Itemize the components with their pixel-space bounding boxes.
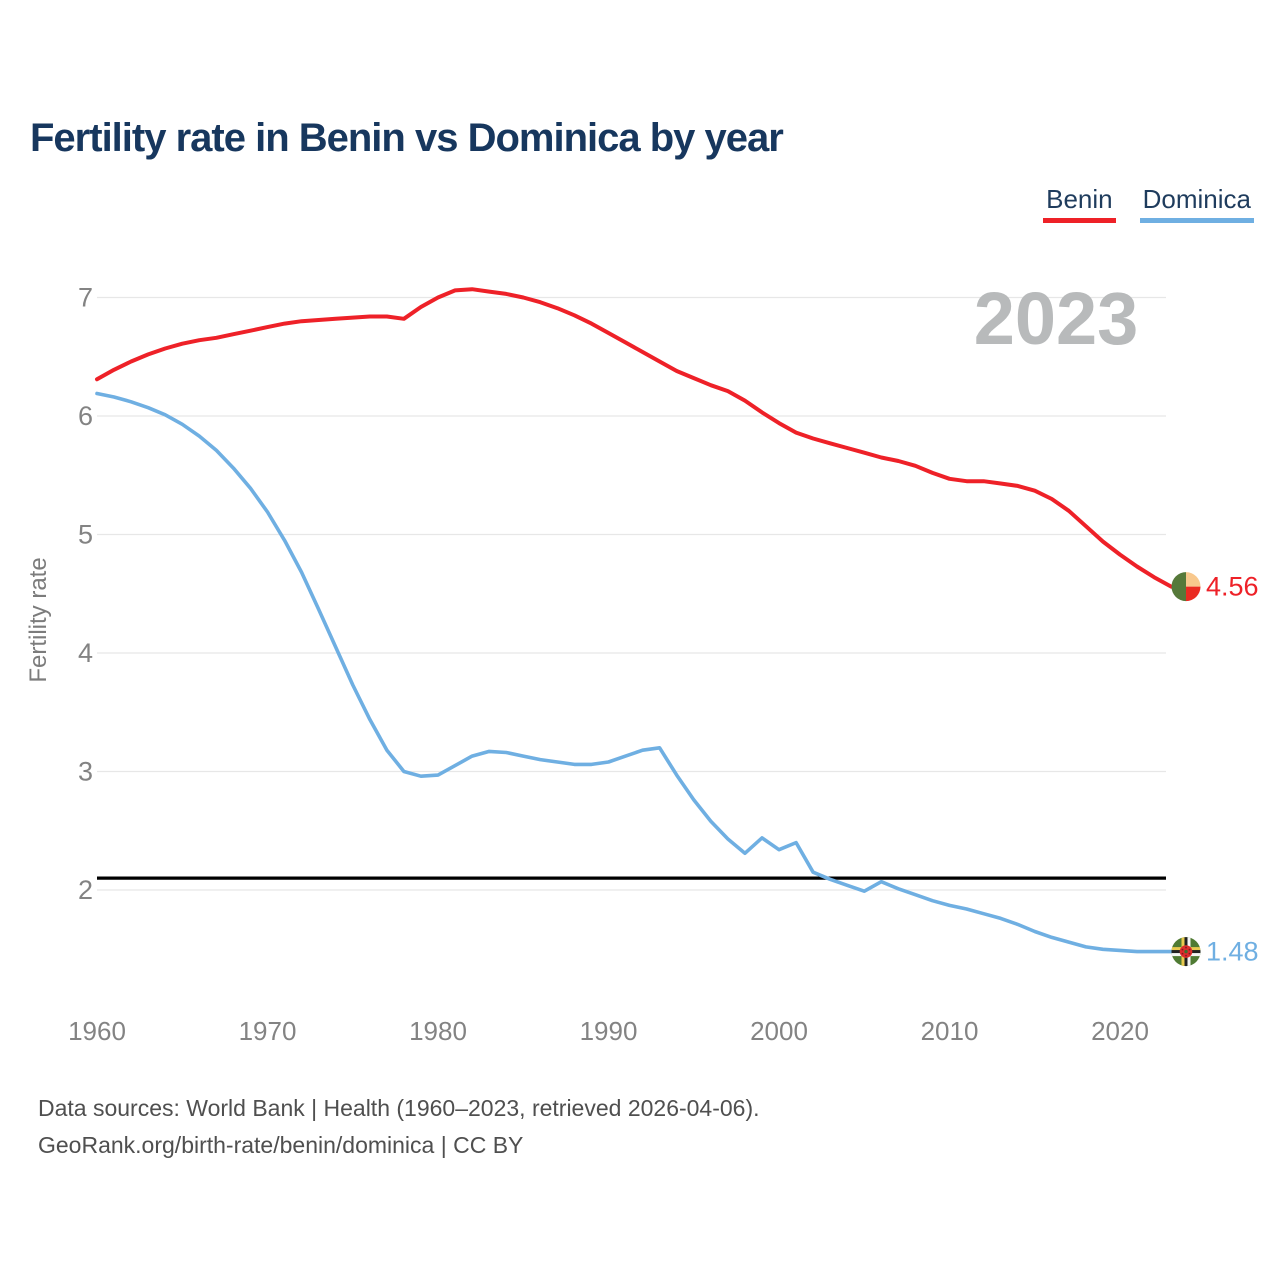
legend-label-benin: Benin (1046, 184, 1113, 214)
x-tick-label: 1990 (580, 1016, 638, 1046)
dominica-end-value-label: 1.48 (1206, 937, 1259, 967)
watermark-year: 2023 (974, 277, 1139, 360)
source-line-1: Data sources: World Bank | Health (1960–… (38, 1095, 760, 1121)
legend-item-dominica[interactable]: Dominica (1139, 184, 1254, 223)
source-line-2: GeoRank.org/birth-rate/benin/dominica | … (38, 1132, 524, 1158)
dominica-series-line (95, 391, 1173, 954)
legend-label-dominica: Dominica (1142, 184, 1251, 214)
dominica-flag-icon (1171, 937, 1201, 967)
axis-ticks-layer: 2 3 4 5 6 7 1960 1970 1980 1990 2000 2010 2020 (68, 283, 1149, 1047)
benin-flag-icon (1171, 572, 1201, 602)
x-tick-label: 2020 (1091, 1016, 1149, 1046)
y-tick-label: 2 (78, 875, 93, 905)
y-tick-label: 3 (78, 757, 93, 787)
legend: Benin Dominica (1043, 184, 1254, 223)
benin-series-line (95, 287, 1174, 589)
source-attribution: Data sources: World Bank | Health (1960–… (38, 1090, 760, 1164)
benin-end-value-label: 4.56 (1206, 572, 1259, 602)
y-tick-label: 6 (78, 401, 93, 431)
gridlines-layer (97, 296, 1166, 891)
legend-item-benin[interactable]: Benin (1043, 184, 1116, 223)
x-tick-label: 1970 (239, 1016, 297, 1046)
y-axis-title: Fertility rate (25, 557, 52, 682)
x-tick-label: 2010 (921, 1016, 979, 1046)
y-tick-label: 4 (78, 638, 93, 668)
x-tick-label: 2000 (750, 1016, 808, 1046)
y-tick-label: 5 (78, 520, 93, 550)
x-tick-label: 1960 (68, 1016, 126, 1046)
x-tick-label: 1980 (409, 1016, 467, 1046)
y-tick-label: 7 (78, 283, 93, 313)
page-title: Fertility rate in Benin vs Dominica by y… (30, 116, 784, 160)
